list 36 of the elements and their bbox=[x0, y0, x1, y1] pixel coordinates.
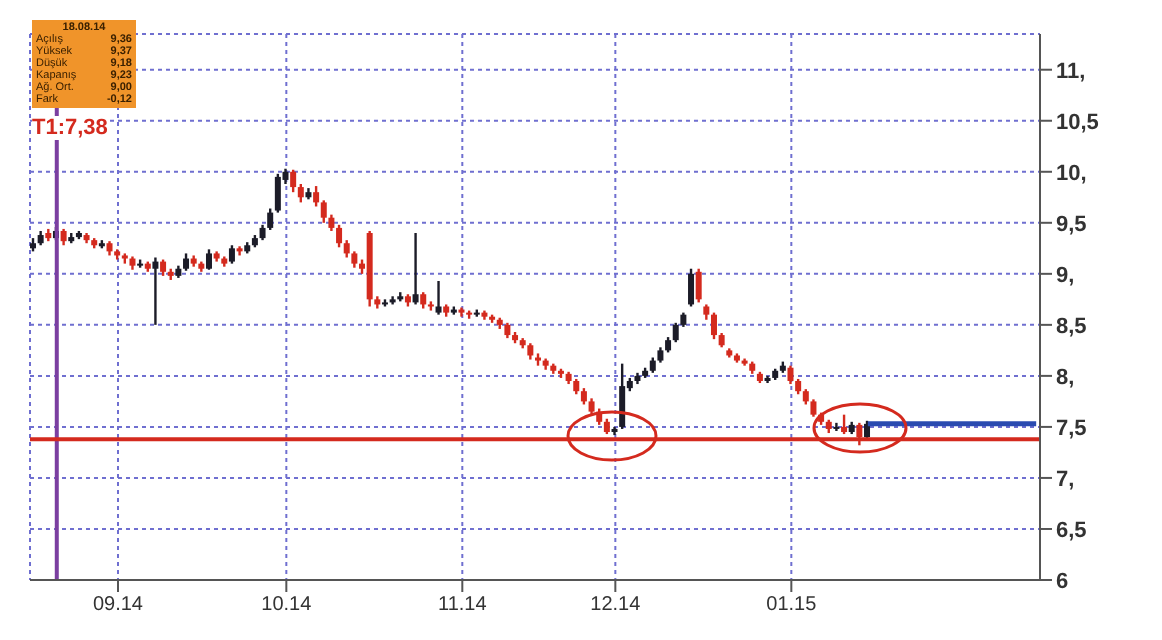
candlestick bbox=[267, 207, 274, 232]
candlestick bbox=[152, 256, 159, 327]
candlestick bbox=[297, 182, 304, 204]
candlestick bbox=[412, 231, 419, 306]
candlestick bbox=[672, 321, 679, 344]
y-tick-label: 8, bbox=[1056, 365, 1075, 390]
x-tick-label: 10.14 bbox=[261, 594, 313, 617]
y-tick-label: 9,5 bbox=[1056, 212, 1087, 237]
y-tick-label: 6,5 bbox=[1056, 518, 1087, 543]
y-tick-label: 10, bbox=[1056, 161, 1087, 186]
y-tick-label: 7, bbox=[1056, 467, 1075, 492]
y-tick-label: 8,5 bbox=[1056, 314, 1087, 339]
y-tick-label: 10,5 bbox=[1056, 110, 1099, 135]
x-tick-label: 09.14 bbox=[92, 594, 144, 617]
candlestick bbox=[619, 362, 626, 431]
x-tick-label: 11.14 bbox=[438, 594, 488, 617]
candlestick bbox=[274, 172, 281, 214]
candlestick bbox=[205, 248, 212, 271]
y-tick-label: 9, bbox=[1056, 263, 1075, 288]
candlestick bbox=[320, 199, 327, 224]
candlestick bbox=[290, 168, 297, 194]
x-tick-label: 12.14 bbox=[590, 594, 642, 617]
candlestick bbox=[435, 279, 442, 316]
annotation: T1:7,38 bbox=[32, 116, 108, 140]
y-tick-label: 11, bbox=[1056, 59, 1086, 84]
candlestick bbox=[313, 184, 320, 208]
candlestick bbox=[710, 311, 717, 341]
y-tick-label: 7,5 bbox=[1056, 416, 1087, 441]
candlestick bbox=[228, 244, 235, 265]
x-tick-label: 01.15 bbox=[766, 594, 818, 617]
candlestick bbox=[336, 223, 343, 249]
candlestick bbox=[688, 267, 695, 308]
candlestick bbox=[787, 364, 794, 386]
candlestick bbox=[833, 421, 840, 433]
y-tick-label: 6 bbox=[1056, 569, 1069, 594]
candlestick bbox=[695, 267, 702, 304]
